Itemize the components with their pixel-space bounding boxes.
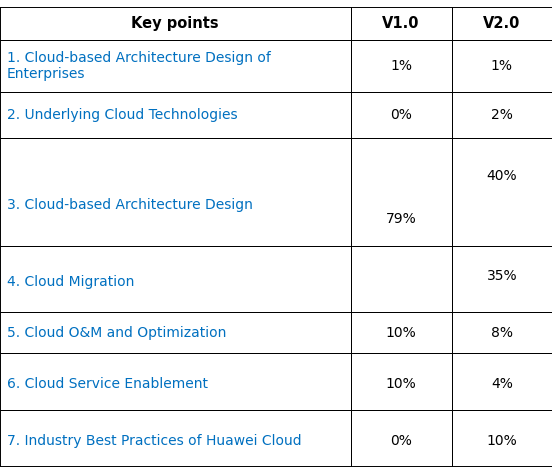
Bar — [452, 410, 552, 466]
Text: 2%: 2% — [491, 108, 513, 122]
Bar — [0, 353, 351, 410]
Bar — [351, 7, 452, 40]
Bar — [452, 246, 552, 313]
Text: 8%: 8% — [491, 326, 513, 340]
Text: 7. Industry Best Practices of Huawei Cloud: 7. Industry Best Practices of Huawei Clo… — [7, 434, 301, 448]
Text: 1%: 1% — [390, 59, 412, 73]
Text: 5. Cloud O&M and Optimization: 5. Cloud O&M and Optimization — [7, 326, 226, 340]
Text: 10%: 10% — [486, 434, 517, 448]
Bar — [452, 40, 552, 92]
Text: 4. Cloud Migration: 4. Cloud Migration — [7, 275, 134, 290]
Bar — [0, 246, 351, 313]
Bar — [351, 313, 452, 353]
Text: 2. Underlying Cloud Technologies: 2. Underlying Cloud Technologies — [7, 108, 237, 122]
Bar — [0, 313, 351, 353]
Text: 4%: 4% — [491, 377, 513, 392]
Text: 0%: 0% — [390, 108, 412, 122]
Bar — [452, 7, 552, 40]
Text: 10%: 10% — [386, 377, 416, 392]
Bar — [351, 353, 452, 410]
Bar — [0, 40, 351, 92]
Text: 6. Cloud Service Enablement: 6. Cloud Service Enablement — [7, 377, 208, 392]
Bar — [0, 7, 351, 40]
Text: 3. Cloud-based Architecture Design: 3. Cloud-based Architecture Design — [7, 198, 252, 212]
Bar — [452, 353, 552, 410]
Bar — [0, 138, 351, 246]
Bar — [351, 138, 452, 246]
Bar — [351, 40, 452, 92]
Text: 0%: 0% — [390, 434, 412, 448]
Bar — [452, 138, 552, 246]
Bar — [351, 410, 452, 466]
Bar — [351, 92, 452, 138]
Text: 1%: 1% — [491, 59, 513, 73]
Bar — [452, 92, 552, 138]
Text: V2.0: V2.0 — [483, 16, 521, 31]
Bar — [452, 313, 552, 353]
Text: 40%: 40% — [486, 169, 517, 182]
Bar — [0, 92, 351, 138]
Text: Key points: Key points — [131, 16, 219, 31]
Text: V1.0: V1.0 — [383, 16, 420, 31]
Text: 35%: 35% — [486, 269, 517, 282]
Text: 79%: 79% — [386, 212, 416, 226]
Text: 1. Cloud-based Architecture Design of
Enterprises: 1. Cloud-based Architecture Design of En… — [7, 51, 270, 81]
Text: 10%: 10% — [386, 326, 416, 340]
Bar — [0, 410, 351, 466]
Bar — [351, 246, 452, 313]
